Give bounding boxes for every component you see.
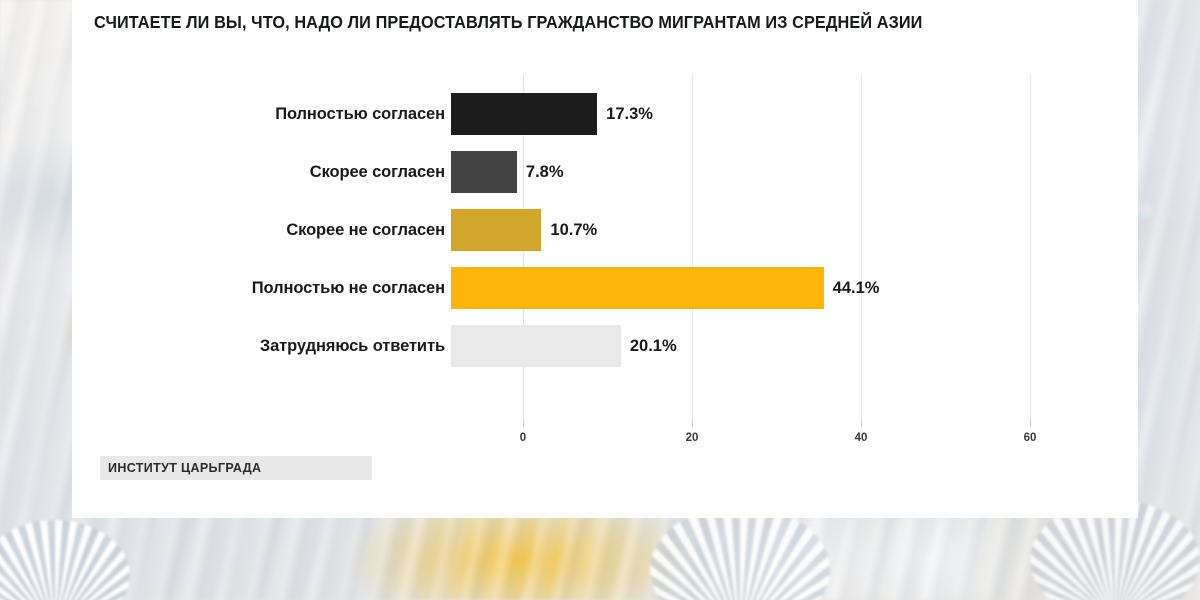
bar-value-label: 17.3% [606, 104, 653, 123]
chart-title: СЧИТАЕТЕ ЛИ ВЫ, ЧТО, НАДО ЛИ ПРЕДОСТАВЛЯ… [94, 12, 923, 32]
plot-area: Полностью согласен 17.3% Скорее согласен 7.… [72, 75, 1138, 420]
x-tick-label: 20 [685, 432, 699, 444]
category-label: Затрудняюсь ответить [259, 336, 445, 355]
bar-value-label: 10.7% [550, 220, 598, 239]
bar-row: Скорее согласен 7.8% [72, 143, 1138, 201]
category-label: Полностью согласен [275, 104, 445, 123]
bar-row: Затрудняюсь ответить 20.1% [72, 317, 1138, 375]
category-label: Скорее не согласен [286, 220, 445, 239]
bar-row: Скорее не согласен 10.7% [72, 201, 1138, 259]
tick-mark-40 [861, 420, 862, 427]
background-fan-shape-center [650, 505, 830, 600]
bar-zone: 20.1% [451, 317, 1138, 375]
category-label: Скорее согласен [309, 162, 445, 181]
tick-mark-60 [1030, 420, 1031, 427]
tick-mark-20 [692, 420, 693, 427]
chart-card: СЧИТАЕТЕ ЛИ ВЫ, ЧТО, НАДО ЛИ ПРЕДОСТАВЛЯ… [72, 0, 1138, 518]
x-tick-label: 40 [854, 432, 868, 444]
bar-zone: 7.8% [451, 143, 1138, 201]
bar-rows: Полностью согласен 17.3% Скорее согласен 7.… [72, 75, 1138, 420]
bar [451, 267, 824, 309]
source-badge: ИНСТИТУТ ЦАРЬГРАДА [100, 456, 372, 480]
tick-mark-0 [523, 420, 524, 427]
bar [451, 151, 517, 193]
bar-value-label: 7.8% [525, 162, 564, 181]
category-label: Полностью не согласен [251, 278, 445, 297]
bar-zone: 10.7% [451, 201, 1138, 259]
bar-zone: 44.1% [451, 259, 1138, 317]
bar [451, 209, 542, 251]
bar-value-label: 20.1% [629, 336, 677, 355]
x-axis: 0 20 40 60 [72, 420, 1138, 454]
bar-row: Полностью не согласен 44.1% [72, 259, 1138, 317]
x-tick-label: 0 [519, 432, 527, 444]
bar [451, 325, 621, 367]
bar-zone: 17.3% [451, 85, 1138, 143]
bar-value-label: 44.1% [832, 278, 880, 297]
bar [451, 93, 598, 135]
bar-row: Полностью согласен 17.3% [72, 85, 1138, 143]
x-tick-label: 60 [1023, 432, 1037, 444]
